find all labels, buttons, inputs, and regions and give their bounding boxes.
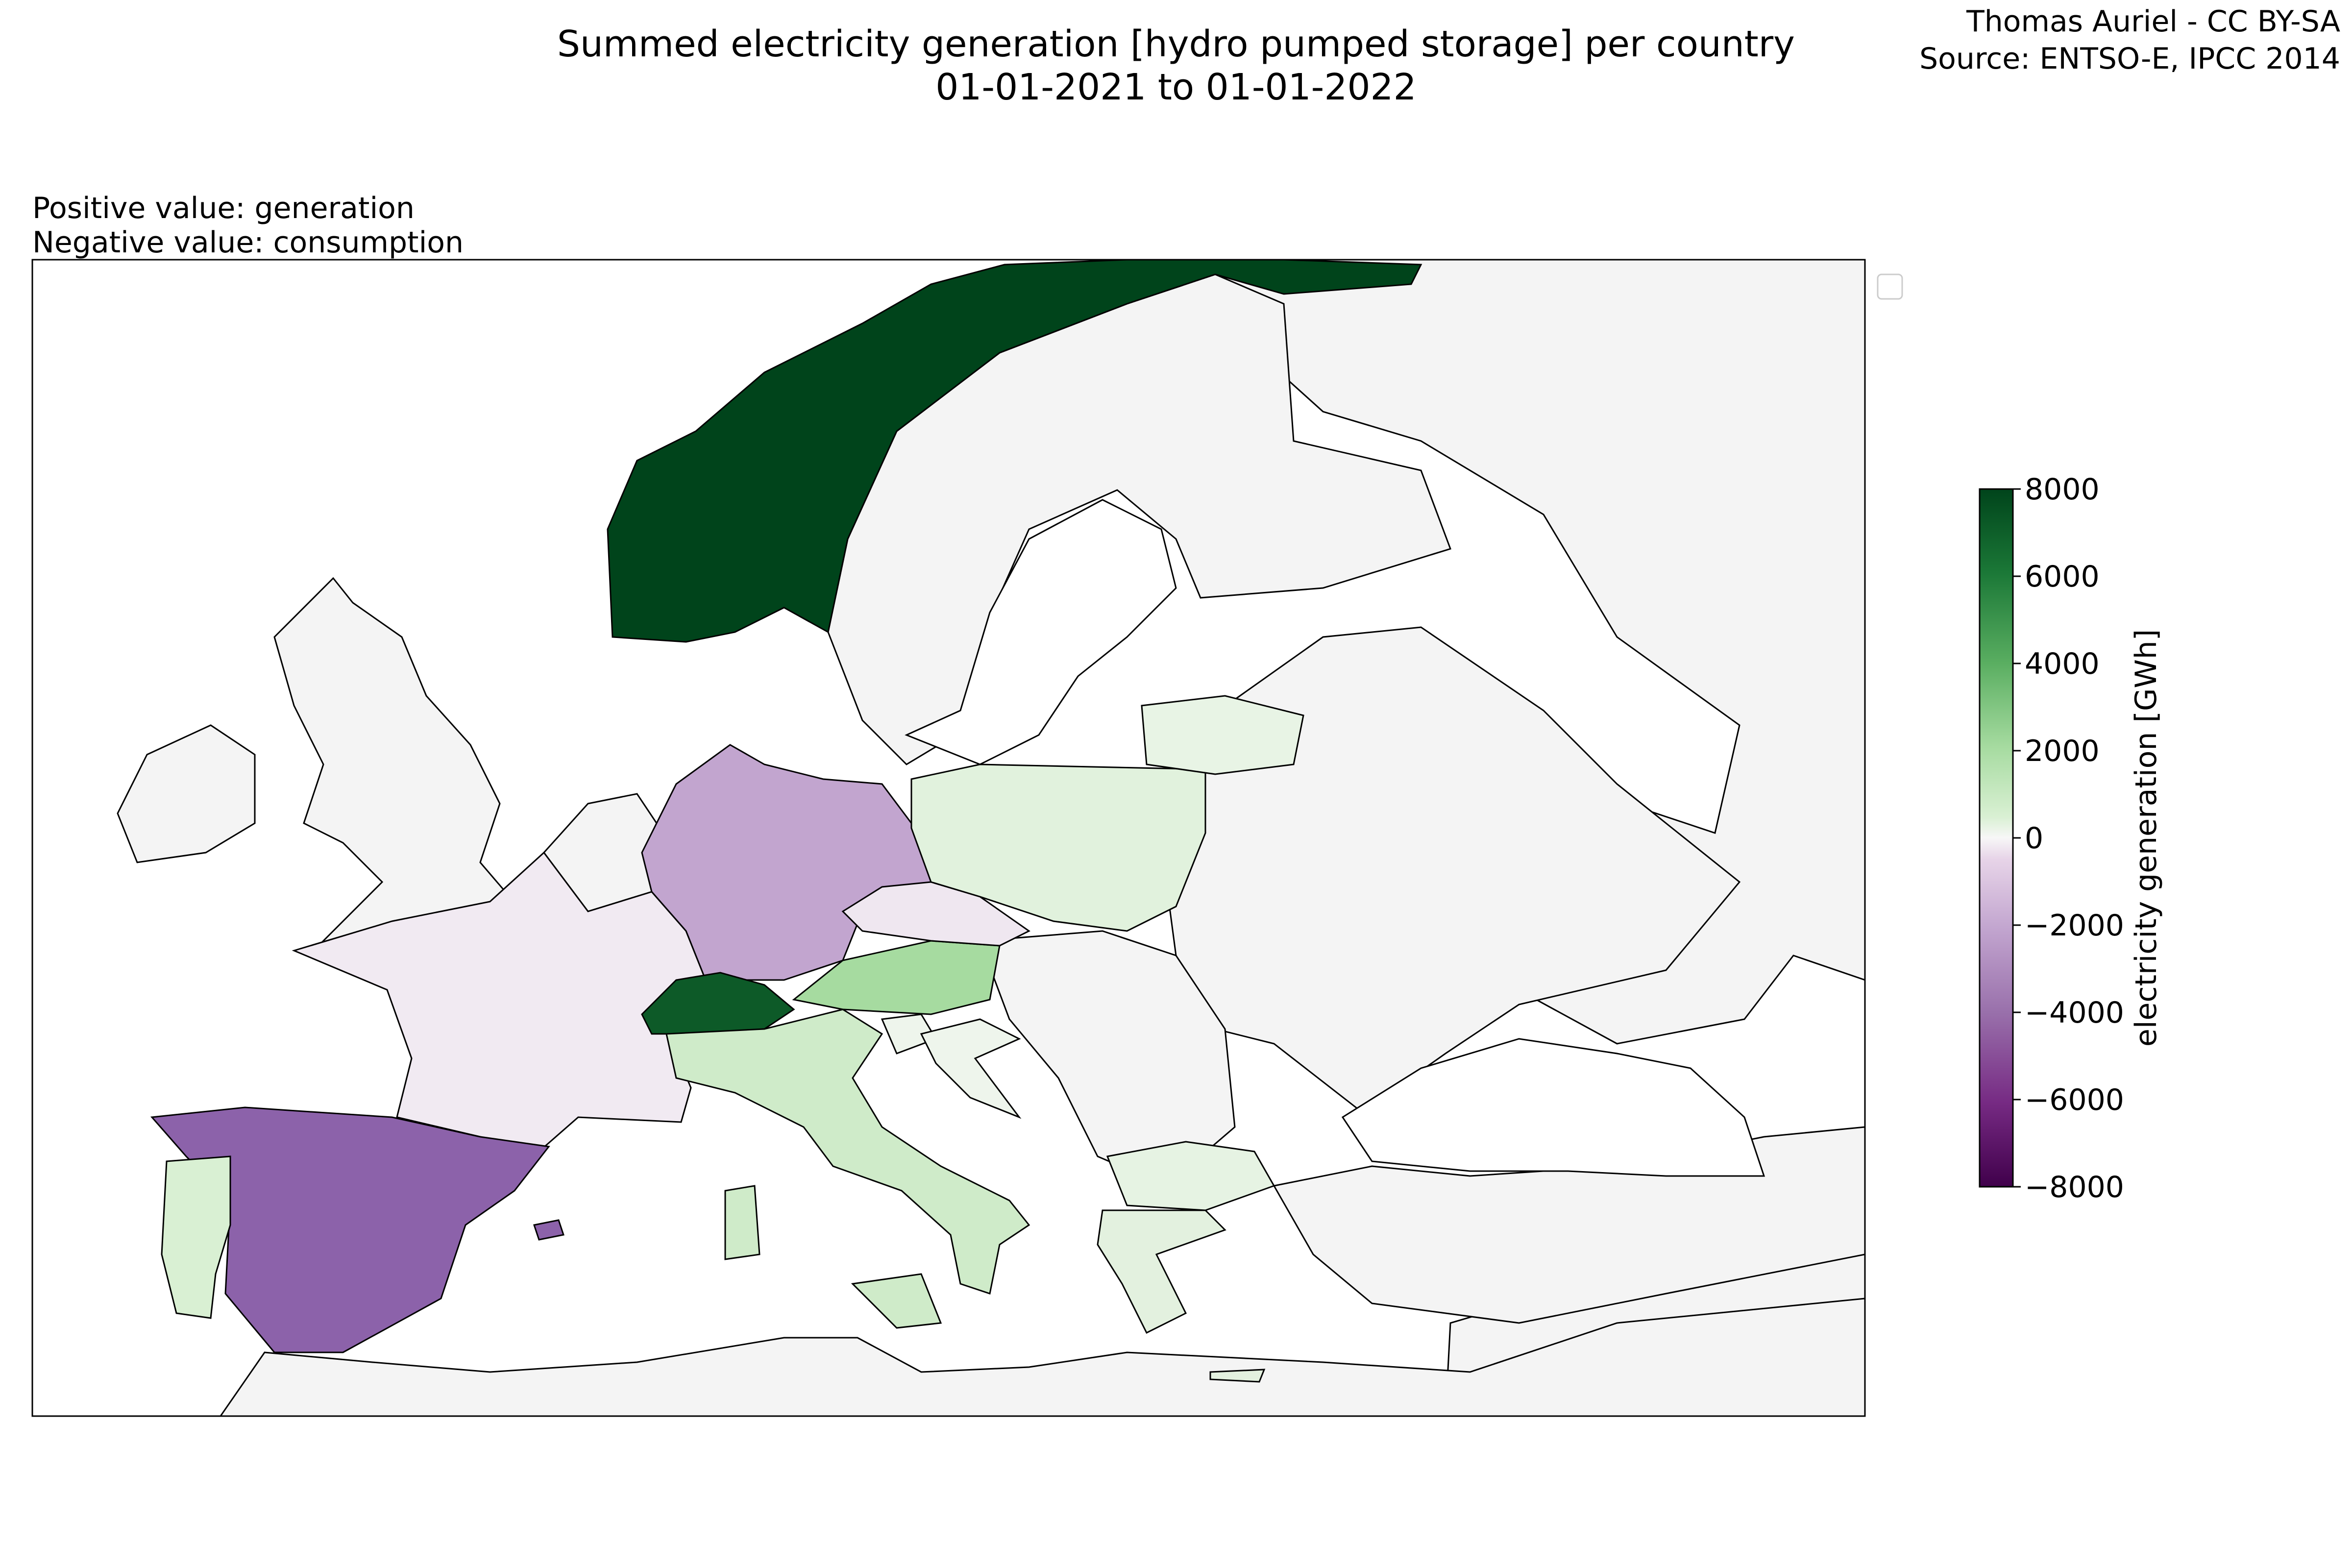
region-croatia xyxy=(920,1018,1022,1119)
legend-box xyxy=(1877,273,1903,300)
colorbar-tick-label: −4000 xyxy=(2025,996,2124,1030)
colorbar xyxy=(1979,488,2014,1188)
region-balearic xyxy=(533,1219,564,1241)
colorbar-tick-label: −8000 xyxy=(2025,1170,2124,1204)
region-sicily xyxy=(851,1273,942,1329)
chart-title: Summed electricity generation [hydro pum… xyxy=(294,23,2058,109)
note-positive: Positive value: generation xyxy=(32,191,415,225)
sign-note: Positive value: generation Negative valu… xyxy=(32,191,464,260)
title-line-2: 01-01-2021 to 01-01-2022 xyxy=(935,66,1417,108)
region-portugal xyxy=(161,1155,231,1319)
credits: Thomas Auriel - CC BY-SA Source: ENTSO-E… xyxy=(1919,3,2340,77)
region-bulgaria xyxy=(1106,1141,1275,1211)
region-czechia xyxy=(841,881,1030,947)
note-negative: Negative value: consumption xyxy=(32,225,464,260)
colorbar-tick-label: −6000 xyxy=(2025,1083,2124,1117)
region-ireland xyxy=(117,724,256,863)
region-austria xyxy=(792,940,1001,1015)
credit-author: Thomas Auriel - CC BY-SA xyxy=(1966,4,2340,39)
colorbar-label: electricity generation [GWh] xyxy=(2129,629,2163,1047)
colorbar-tick-label: −2000 xyxy=(2025,908,2124,943)
region-crete xyxy=(1209,1369,1266,1383)
colorbar-ticks: 8000 6000 4000 2000 0 −2000 −4000 −6000 −8000 xyxy=(2013,472,2124,1204)
region-greece xyxy=(1097,1209,1226,1334)
region-lithuania xyxy=(1141,695,1304,775)
title-line-1: Summed electricity generation [hydro pum… xyxy=(557,23,1795,65)
region-north-africa xyxy=(220,1298,1865,1416)
region-poland xyxy=(910,763,1206,932)
colorbar-tick-label: 2000 xyxy=(2025,734,2100,768)
map-frame xyxy=(31,259,1866,1417)
region-baltics-belarus-ukraine xyxy=(1165,626,1741,1113)
credit-source: Source: ENTSO-E, IPCC 2014 xyxy=(1919,42,2340,76)
region-sardinia xyxy=(724,1185,760,1260)
colorbar-tick-label: 6000 xyxy=(2025,560,2100,594)
colorbar-tick-label: 4000 xyxy=(2025,647,2100,681)
baltic-sea xyxy=(905,499,1177,765)
region-italy xyxy=(665,1008,1030,1295)
colorbar-tick-label: 0 xyxy=(2025,821,2043,856)
colorbar-tick-label: 8000 xyxy=(2025,472,2100,507)
black-sea xyxy=(1341,1038,1765,1177)
region-norway xyxy=(607,260,1422,643)
